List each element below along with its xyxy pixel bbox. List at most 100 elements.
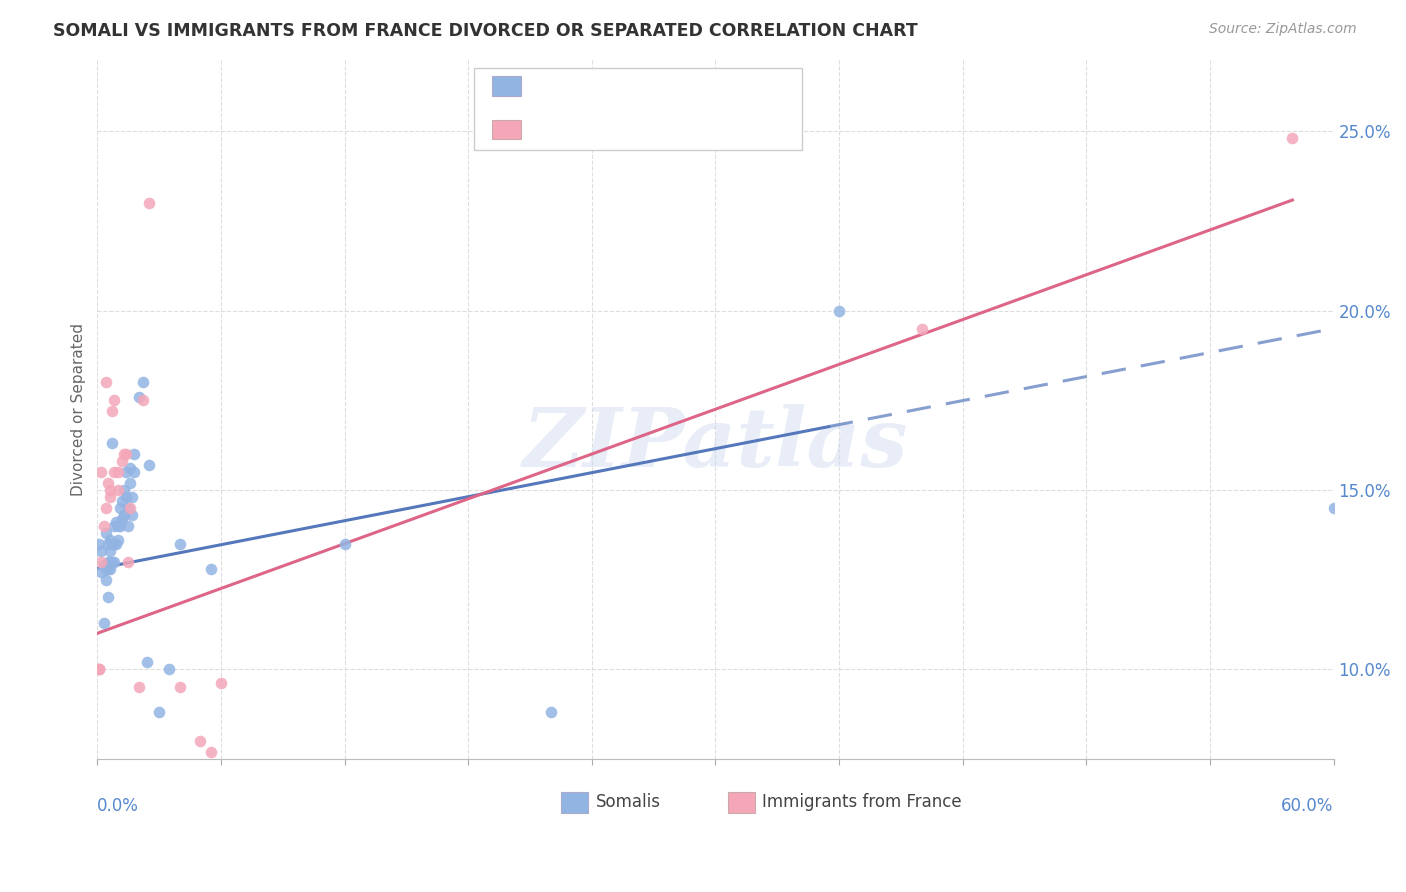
Y-axis label: Divorced or Separated: Divorced or Separated (72, 323, 86, 496)
Point (1323, 500, 1346, 515)
Text: Source: ZipAtlas.com: Source: ZipAtlas.com (1209, 22, 1357, 37)
Text: 0.416: 0.416 (583, 120, 643, 139)
Point (103, 465, 125, 479)
Point (138, 458, 160, 472)
Point (117, 518, 139, 533)
Point (131, 376, 153, 390)
Point (103, 393, 125, 408)
FancyBboxPatch shape (728, 791, 755, 813)
Point (107, 483, 129, 497)
Point (94, 500, 117, 515)
Point (97, 475, 120, 490)
Point (910, 321, 932, 335)
Point (111, 511, 134, 525)
Text: 0.0%: 0.0% (97, 797, 139, 815)
Text: 54: 54 (717, 77, 742, 95)
Point (200, 745, 222, 759)
Point (112, 447, 135, 461)
Point (93, 558, 115, 573)
Point (111, 493, 134, 508)
Point (121, 508, 143, 522)
Point (124, 447, 146, 461)
Point (169, 680, 191, 694)
Point (94, 562, 117, 576)
Text: ZIPatlas: ZIPatlas (523, 404, 908, 484)
Point (1281, 131, 1303, 145)
Point (107, 533, 129, 547)
Point (115, 490, 138, 504)
Point (103, 518, 125, 533)
Point (107, 518, 129, 533)
Point (89, 662, 111, 676)
Point (89, 662, 111, 676)
Point (93, 615, 115, 630)
Point (103, 555, 125, 569)
Point (100, 436, 122, 450)
Point (107, 465, 129, 479)
Point (97, 555, 120, 569)
Point (159, 662, 181, 676)
Point (828, 303, 851, 318)
Point (135, 655, 157, 669)
Point (90, 544, 112, 558)
Point (169, 536, 191, 550)
Point (94, 525, 117, 540)
Point (104, 515, 127, 529)
FancyBboxPatch shape (561, 791, 588, 813)
Point (98, 544, 121, 558)
Point (90, 555, 112, 569)
Point (128, 390, 150, 404)
Text: 60.0%: 60.0% (1281, 797, 1334, 815)
Point (120, 475, 142, 490)
Text: N =: N = (648, 77, 702, 95)
Point (108, 500, 131, 515)
Point (98, 483, 121, 497)
Point (540, 705, 562, 719)
Text: R =: R = (534, 77, 575, 95)
Point (98, 490, 121, 504)
Point (90, 465, 112, 479)
Point (112, 483, 135, 497)
Point (97, 536, 120, 550)
Point (138, 196, 160, 211)
Text: SOMALI VS IMMIGRANTS FROM FRANCE DIVORCED OR SEPARATED CORRELATION CHART: SOMALI VS IMMIGRANTS FROM FRANCE DIVORCE… (53, 22, 918, 40)
Point (108, 518, 131, 533)
Point (89, 662, 111, 676)
Point (100, 536, 122, 550)
Text: 0.322: 0.322 (583, 77, 643, 95)
Point (103, 536, 125, 550)
Point (117, 500, 139, 515)
Text: Immigrants from France: Immigrants from France (762, 793, 962, 811)
Point (121, 490, 143, 504)
Text: 30: 30 (717, 120, 742, 139)
Point (131, 393, 153, 408)
Point (97, 591, 120, 605)
Point (100, 555, 122, 569)
Text: N =: N = (648, 120, 702, 139)
FancyBboxPatch shape (492, 120, 522, 139)
Point (89, 536, 111, 550)
Point (104, 536, 127, 550)
Point (90, 566, 112, 580)
Point (190, 734, 212, 748)
Point (94, 376, 117, 390)
Point (100, 404, 122, 418)
Point (209, 676, 232, 690)
Point (98, 555, 121, 569)
Point (115, 447, 138, 461)
Point (120, 461, 142, 475)
Text: R =: R = (534, 120, 575, 139)
Point (128, 680, 150, 694)
Point (98, 533, 121, 547)
Point (97, 562, 120, 576)
Point (112, 508, 135, 522)
Point (148, 705, 170, 719)
Point (200, 562, 222, 576)
Point (94, 573, 117, 587)
Point (333, 536, 356, 550)
Point (117, 555, 139, 569)
Point (98, 562, 121, 576)
Point (93, 518, 115, 533)
Point (115, 465, 138, 479)
FancyBboxPatch shape (492, 77, 522, 96)
